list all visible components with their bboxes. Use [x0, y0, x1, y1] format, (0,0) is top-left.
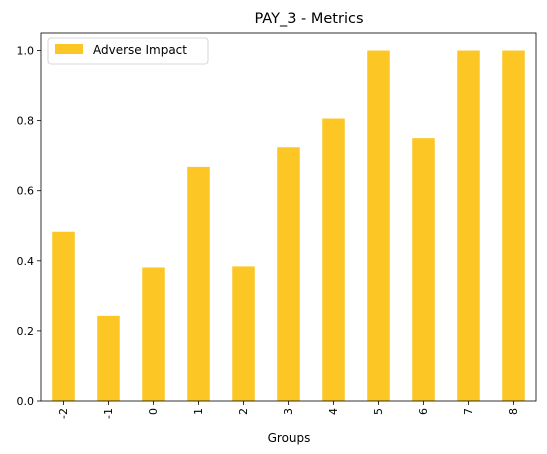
x-tick-label: 1 — [192, 408, 205, 415]
chart-title: PAY_3 - Metrics — [254, 11, 363, 27]
bar-8 — [502, 50, 525, 402]
bar-2 — [232, 266, 255, 401]
legend-label: Adverse Impact — [93, 43, 187, 57]
x-tick-label: 7 — [462, 408, 475, 415]
bar-1 — [187, 166, 210, 401]
y-tick-label: 0.6 — [17, 185, 35, 198]
legend-swatch — [55, 44, 83, 54]
x-tick-label: 5 — [372, 408, 385, 415]
x-tick-label: 2 — [237, 408, 250, 415]
x-tick-label: 4 — [327, 408, 340, 415]
bar--2 — [52, 231, 75, 401]
plot-frame — [40, 32, 537, 402]
bar-5 — [367, 50, 390, 402]
bars-group — [52, 50, 525, 402]
legend: Adverse Impact — [47, 37, 209, 65]
x-tick-label: 8 — [507, 408, 520, 415]
y-tick-label: 0.8 — [17, 115, 35, 128]
bar-0 — [142, 267, 165, 401]
bar-4 — [322, 118, 345, 402]
x-tick-label: 3 — [282, 408, 295, 415]
bar-7 — [457, 50, 480, 402]
bar-6 — [412, 138, 435, 401]
y-axis: 0.0 0.2 0.4 0.6 0.8 1.0 — [17, 45, 41, 408]
x-axis-label: Groups — [268, 431, 311, 445]
x-tick-label: 0 — [147, 408, 160, 415]
x-tick-label: -2 — [57, 408, 70, 419]
y-tick-label: 0.4 — [17, 255, 35, 268]
bar-3 — [277, 147, 300, 401]
y-tick-label: 0.2 — [17, 325, 35, 338]
y-tick-label: 0.0 — [17, 395, 35, 408]
x-axis: -2 -1 0 1 2 3 4 5 6 7 8 — [57, 401, 520, 419]
x-tick-label: 6 — [417, 408, 430, 415]
x-tick-label: -1 — [102, 408, 115, 419]
legend-box — [47, 37, 209, 65]
bar--1 — [97, 315, 120, 401]
y-tick-label: 1.0 — [17, 45, 35, 58]
